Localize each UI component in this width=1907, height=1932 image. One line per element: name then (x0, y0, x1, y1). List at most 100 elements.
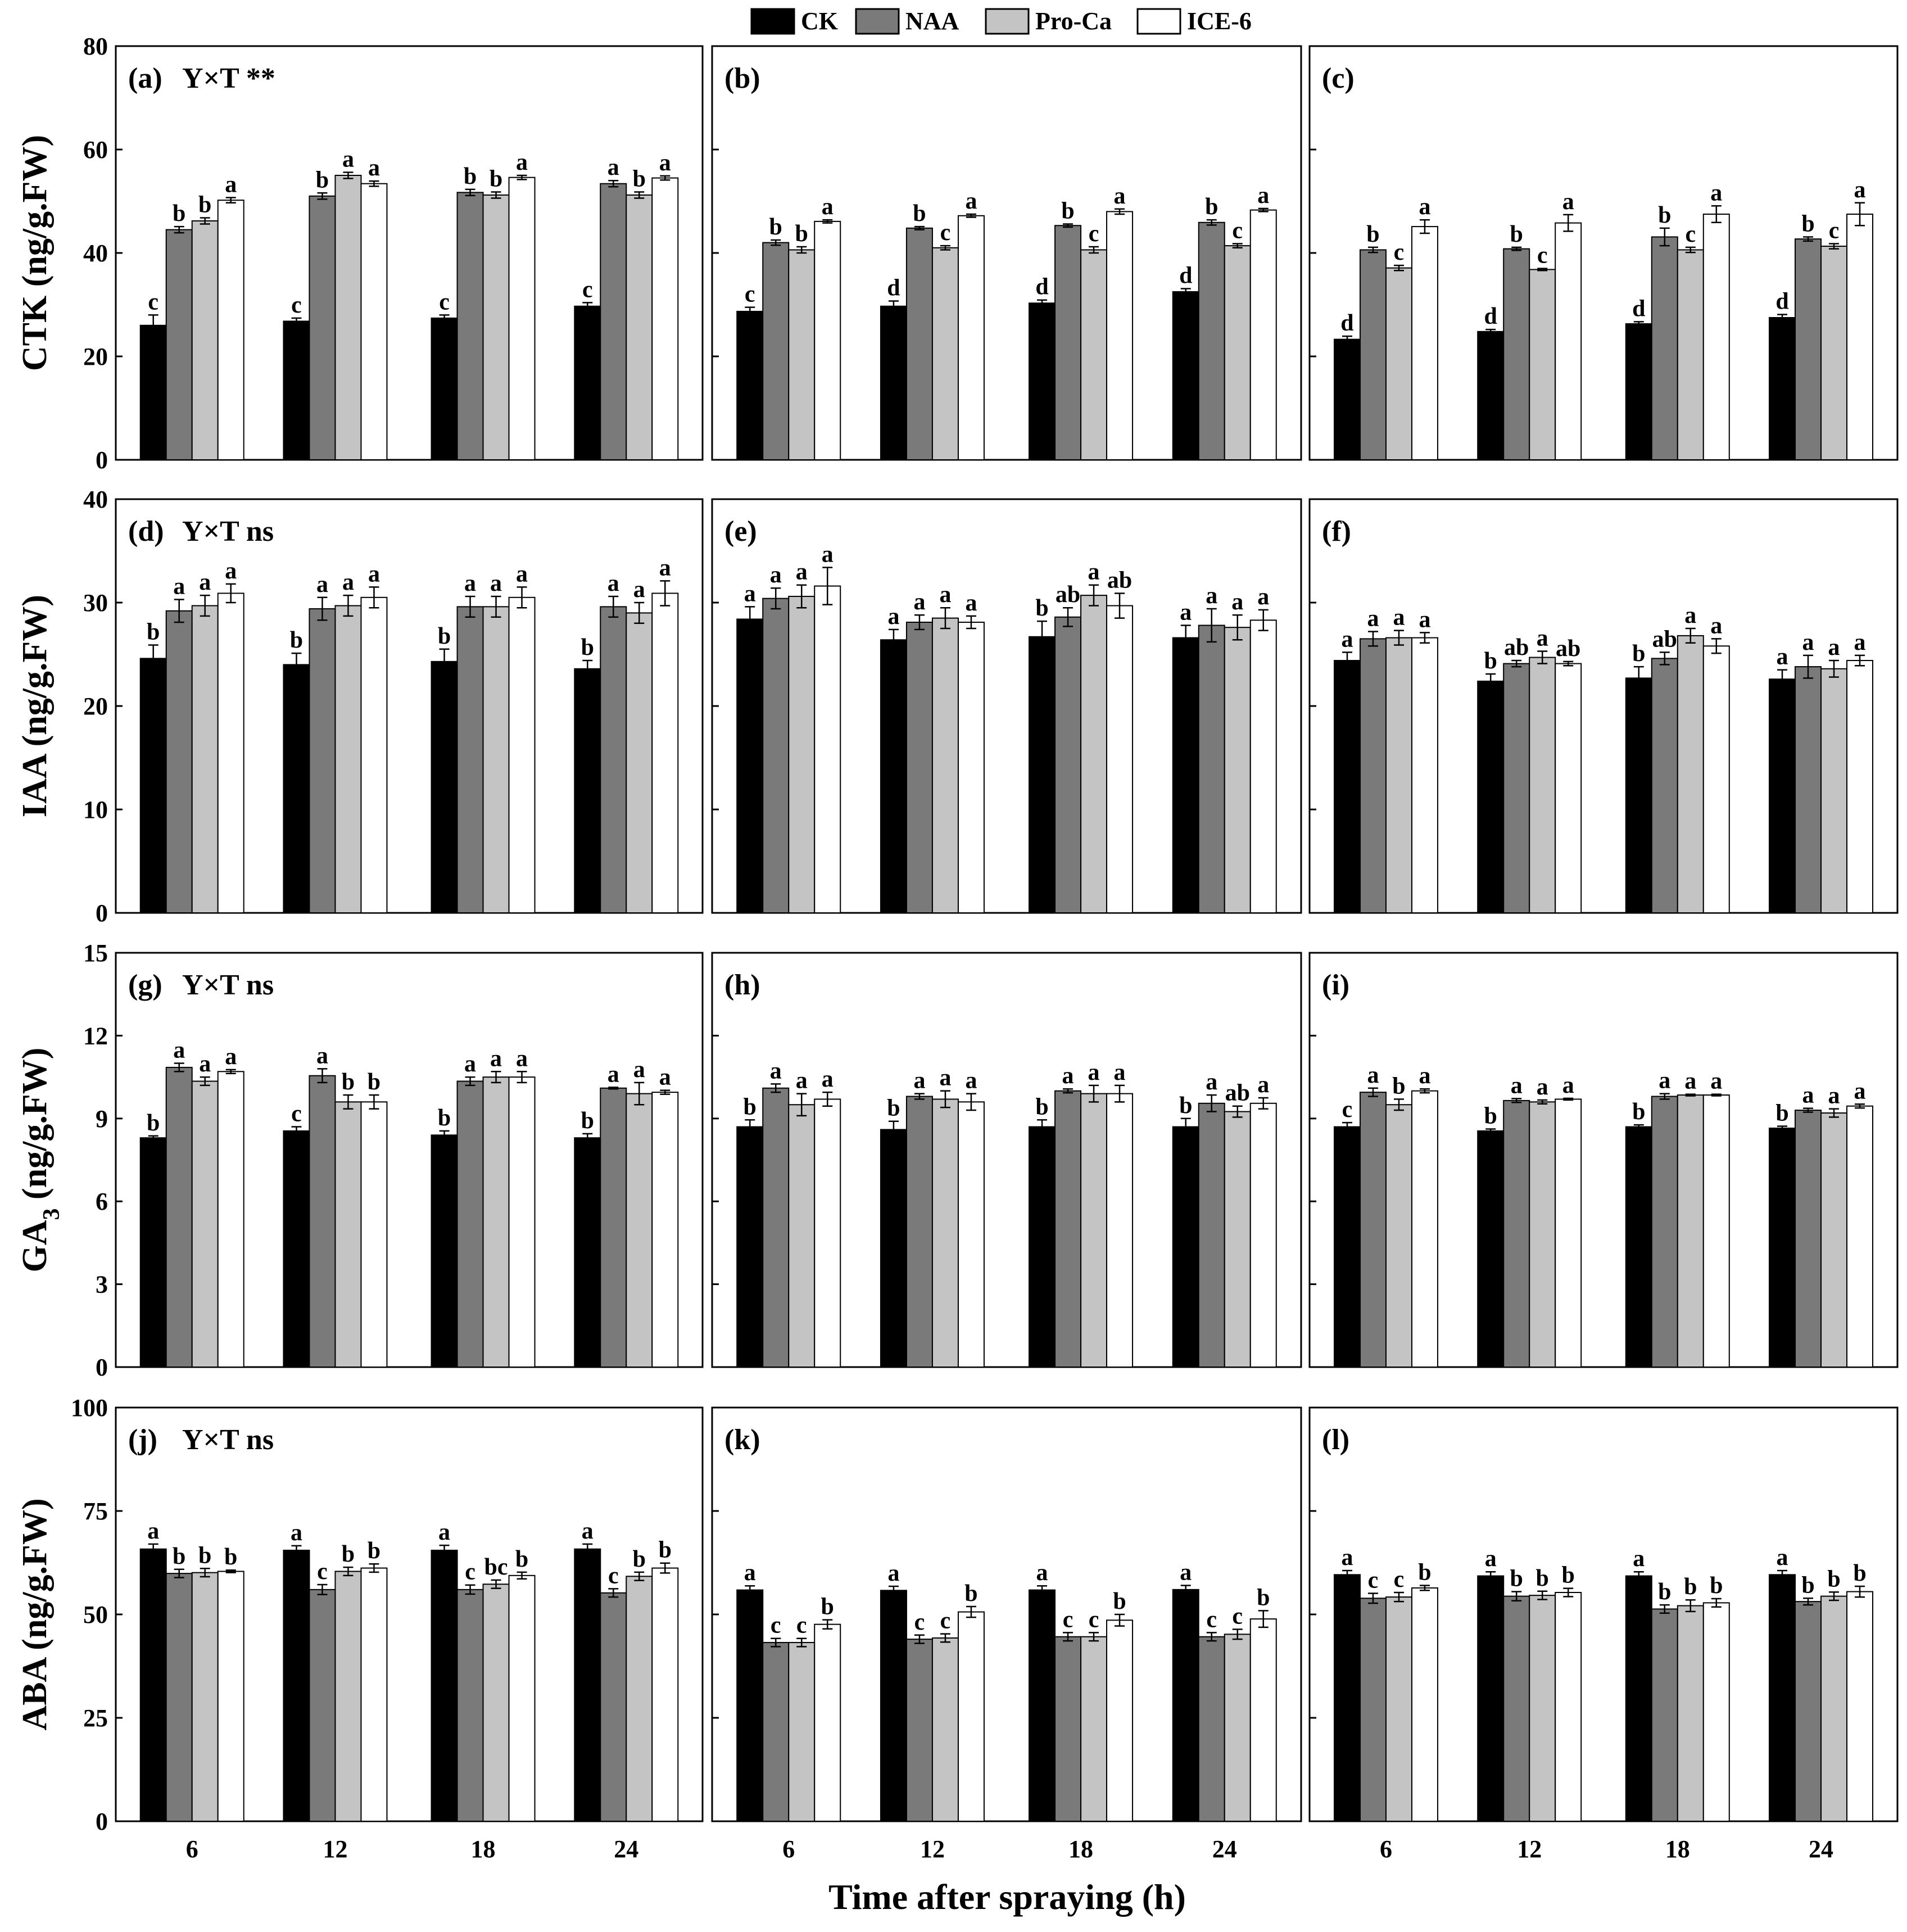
bar-pro-ca (482, 1076, 510, 1368)
significance-letter: c (1342, 1097, 1353, 1123)
significance-letter: c (1685, 221, 1696, 247)
interaction-annotation: Y×T ns (182, 969, 274, 1001)
significance-letter: a (770, 562, 782, 588)
panel-h: (h)ba a aba a aba a aba ab a (711, 952, 1302, 1368)
significance-letter: c (1232, 1603, 1243, 1629)
legend-swatch (1136, 8, 1181, 35)
significance-letter: a (796, 1068, 808, 1094)
bar-ck (574, 1548, 601, 1822)
legend-item-ice-6: ICE-6 (1136, 7, 1252, 35)
bar-ice-6 (1846, 214, 1874, 460)
significance-letter: a (1828, 635, 1840, 660)
y-tick-label: 25 (83, 1704, 108, 1732)
significance-letter: c (148, 289, 158, 315)
significance-letter: a (1257, 1072, 1269, 1098)
bar-pro-ca (1080, 249, 1108, 460)
bar-pro-ca (191, 220, 219, 460)
legend-label: Pro-Ca (1035, 7, 1112, 35)
bar-pro-ca (1677, 1094, 1704, 1368)
significance-letter: b (368, 1538, 381, 1564)
significance-letter: a (1710, 180, 1722, 206)
bar-ck (1477, 331, 1505, 461)
bar-ck (139, 1548, 167, 1822)
legend-item-pro-ca: Pro-Ca (985, 7, 1112, 35)
significance-letter: a (633, 577, 645, 603)
significance-letter: a (1828, 1083, 1840, 1109)
significance-letter: a (516, 1046, 528, 1071)
significance-letter: bc (484, 1554, 508, 1580)
significance-letter: a (316, 1043, 328, 1069)
bar-ck (283, 320, 310, 460)
bar-ck (431, 660, 458, 913)
bar-ck (574, 668, 601, 913)
bar-ck (736, 1126, 764, 1368)
significance-letter: b (438, 1105, 451, 1131)
bar-ice-6 (651, 177, 679, 460)
significance-letter: a (939, 1065, 951, 1091)
bar-pro-ca (334, 175, 362, 460)
y-tick-label: 60 (83, 136, 108, 164)
significance-letter: a (1854, 630, 1866, 655)
bar-pro-ca (191, 1080, 219, 1368)
bar-ice-6 (1846, 660, 1874, 914)
significance-letter: a (965, 590, 977, 616)
bar-pro-ca (1820, 668, 1848, 913)
significance-letter: a (770, 1058, 782, 1084)
bar-ice-6 (508, 1076, 536, 1368)
significance-letter: a (1633, 1546, 1645, 1572)
x-tick-label: 18 (1665, 1835, 1690, 1863)
interaction-annotation: Y×T ns (182, 1424, 274, 1456)
significance-letter: a (822, 541, 834, 567)
significance-letter: b (1801, 1572, 1814, 1598)
bar-naa (762, 1642, 790, 1822)
significance-letter: a (887, 1560, 899, 1586)
significance-letter: b (1035, 595, 1048, 621)
bar-ice-6 (1249, 619, 1277, 913)
bar-pro-ca (788, 1642, 816, 1822)
significance-letter: a (939, 582, 951, 608)
significance-letter: b (1484, 648, 1497, 674)
bar-ck (1625, 1575, 1652, 1822)
significance-letter: b (342, 1069, 355, 1095)
bar-ck (1769, 1574, 1796, 1822)
bar-ice-6 (360, 596, 388, 914)
bar-ck (1477, 1130, 1505, 1368)
bar-naa (1503, 1595, 1530, 1822)
significance-letter: a (744, 1560, 756, 1586)
significance-letter: b (173, 201, 185, 227)
bar-ck (1029, 636, 1056, 913)
significance-letter: b (744, 1094, 757, 1120)
x-tick-label: 12 (323, 1835, 347, 1863)
y-axis-label: GA3 (ng/g.FW) (16, 1048, 65, 1273)
bar-pro-ca (931, 1637, 959, 1822)
bar-ice-6 (814, 585, 841, 914)
significance-letter: d (1340, 310, 1353, 336)
y-axis-label: CTK (ng/g.FW) (16, 135, 54, 371)
significance-letter: a (1419, 607, 1430, 632)
bar-naa (1054, 1090, 1082, 1368)
bar-ck (431, 1134, 458, 1368)
x-tick-label: 12 (920, 1835, 945, 1863)
bar-ck (139, 658, 167, 913)
significance-letter: a (342, 569, 354, 595)
bar-ice-6 (1106, 605, 1134, 913)
significance-letter: a (438, 1519, 450, 1545)
significance-letter: a (796, 559, 808, 585)
bar-naa (165, 1573, 193, 1822)
bar-naa (1795, 1601, 1822, 1822)
significance-letter: ab (1504, 635, 1529, 660)
bar-naa (1359, 638, 1387, 914)
significance-letter: b (490, 166, 502, 192)
significance-letter: b (147, 1110, 160, 1136)
bar-naa (1359, 1092, 1387, 1368)
bar-naa (905, 621, 933, 913)
bar-pro-ca (1677, 1605, 1704, 1822)
panel-label: (i) (1322, 969, 1349, 1001)
bar-ice-6 (1411, 637, 1438, 914)
bar-ck (1333, 660, 1361, 914)
bar-ck (736, 1589, 764, 1822)
bar-pro-ca (931, 1098, 959, 1368)
bar-naa (1651, 236, 1678, 460)
